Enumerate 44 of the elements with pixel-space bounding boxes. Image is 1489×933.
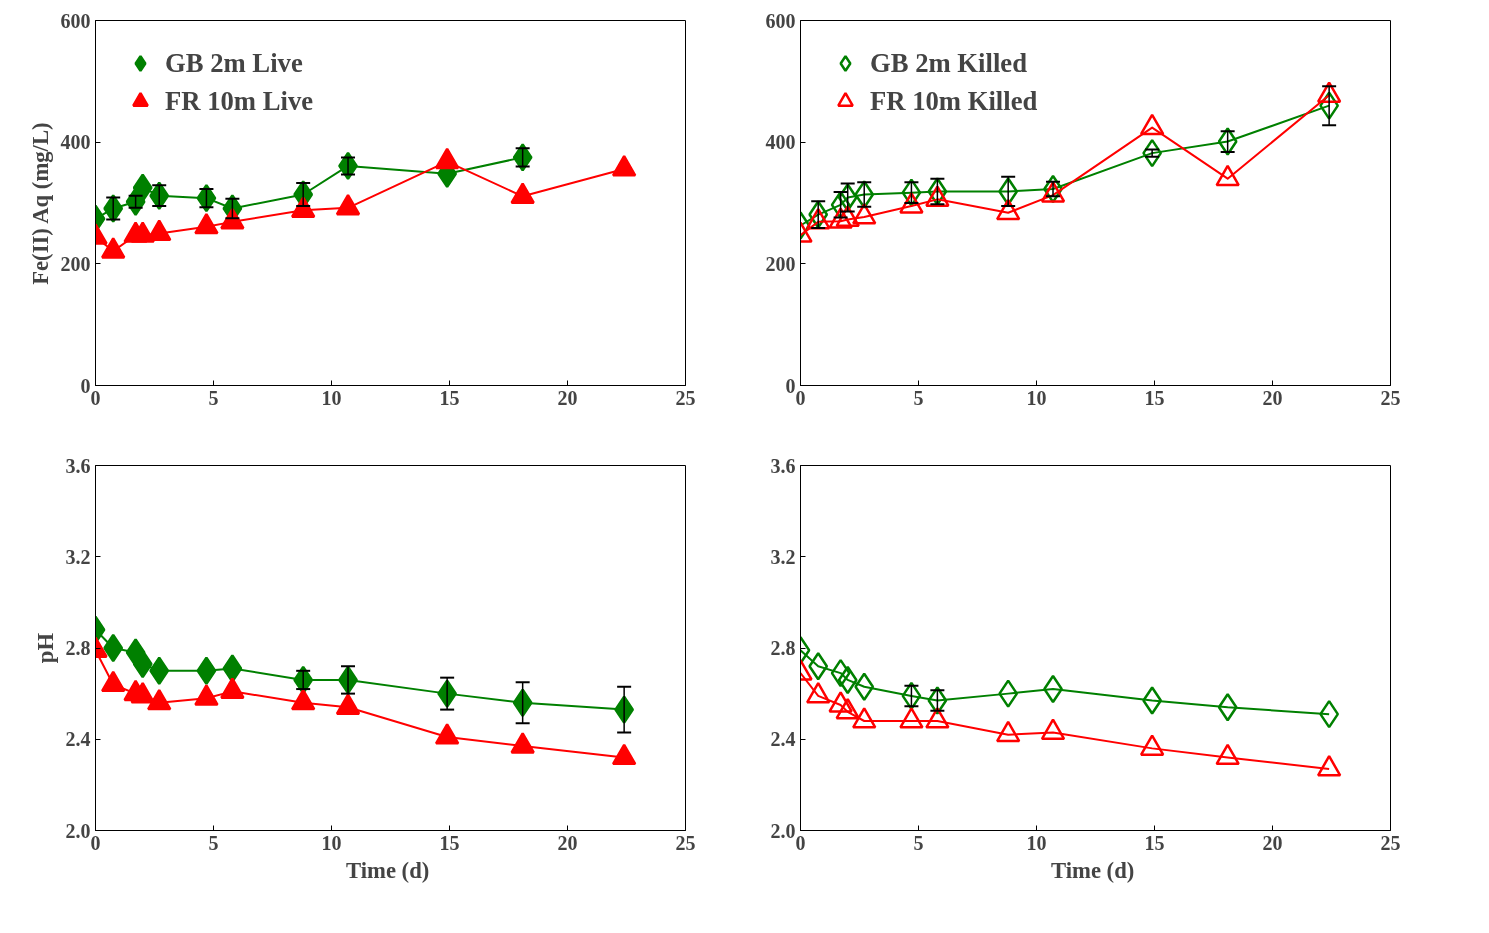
y-tick-label: 2.8 [770,637,796,659]
x-tick-label: 5 [208,831,219,854]
y-tick-label: 600 [60,9,91,32]
x-tick-label: 15 [1144,386,1165,409]
y-tick-label: 200 [765,252,796,275]
y-tick-label: 2.4 [770,728,796,751]
y-tick-label: 400 [765,131,796,154]
x-tick-label: 25 [675,831,696,854]
x-tick-label: 15 [1144,831,1165,854]
x-tick-label: 5 [913,386,924,409]
x-tick-label: 10 [1026,831,1047,854]
x-axis-title: Time (d) [1051,857,1135,883]
y-axis-title: pH [32,632,58,664]
x-tick-label: 5 [913,831,924,854]
legend-label: GB 2m Live [165,47,303,79]
y-tick-label: 400 [60,131,91,154]
x-tick-label: 25 [675,386,696,409]
x-tick-label: 20 [1262,831,1283,854]
y-tick-label: 3.6 [65,454,91,477]
y-axis-title: Fe(II) Aq (mg/L) [27,122,53,285]
y-tick-label: 600 [765,9,796,32]
y-tick-label: 3.2 [770,545,796,568]
x-tick-label: 15 [439,386,460,409]
y-tick-label: 200 [60,252,91,275]
x-tick-label: 10 [321,386,342,409]
y-tick-label: 3.6 [770,454,796,477]
x-tick-label: 15 [439,831,460,854]
y-tick-label: 3.2 [65,545,91,568]
x-axis-title: Time (d) [346,857,430,883]
legend-label: FR 10m Killed [870,85,1038,117]
x-tick-label: 5 [208,386,219,409]
y-tick-label: 2.0 [65,819,91,842]
y-tick-label: 2.0 [770,819,796,842]
legend-label: FR 10m Live [165,85,314,117]
x-tick-label: 25 [1380,386,1401,409]
x-tick-label: 20 [557,831,578,854]
y-tick-label: 2.8 [65,637,91,659]
y-tick-label: 2.4 [65,728,91,751]
x-tick-label: 10 [321,831,342,854]
x-tick-label: 20 [557,386,578,409]
x-tick-label: 10 [1026,386,1047,409]
x-tick-label: 20 [1262,386,1283,409]
legend-label: GB 2m Killed [870,47,1027,79]
x-tick-label: 25 [1380,831,1401,854]
